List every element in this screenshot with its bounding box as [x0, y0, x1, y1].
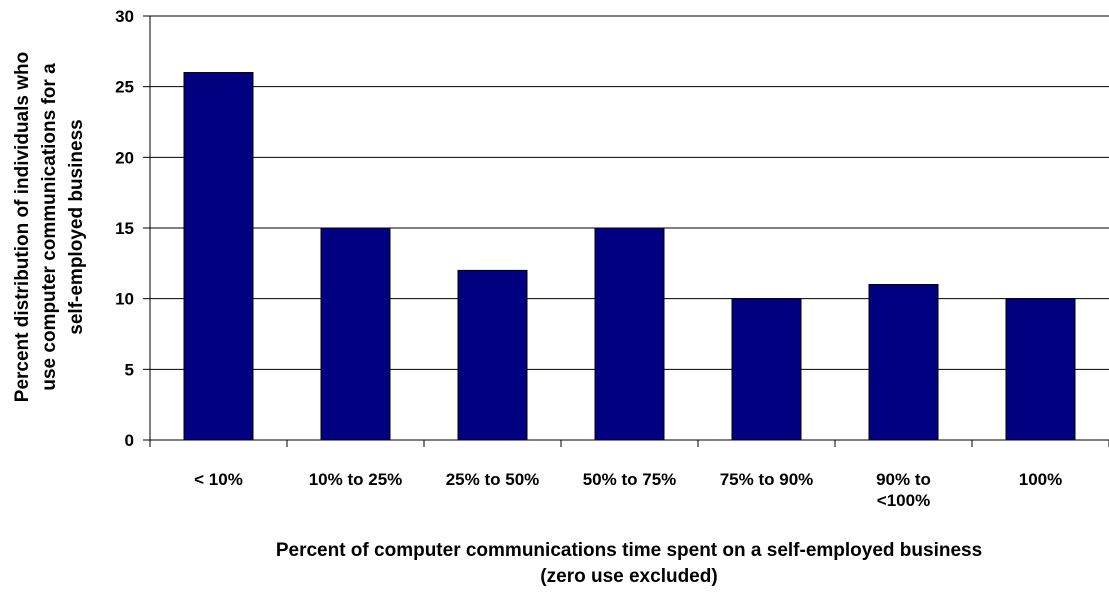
y-tick-label: 25 [115, 78, 134, 97]
bar-7 [1005, 298, 1076, 441]
x-tick-label: 100% [1019, 470, 1062, 489]
x-tick-labels: < 10% 10% to 25% 25% to 50% 50% to 75% 75% t… [194, 470, 1062, 510]
x-axis-title: Percent of computer communications time … [276, 540, 982, 587]
x-tick-label: 10% to 25% [309, 470, 403, 489]
bar-6 [868, 284, 939, 441]
x-tick-label: 50% to 75% [583, 470, 677, 489]
y-tick-labels: 0 5 10 15 20 25 30 [115, 7, 134, 450]
y-tick-label: 0 [125, 431, 134, 450]
bar-2 [320, 227, 391, 441]
y-tick-label: 15 [115, 219, 134, 238]
y-tick-label: 5 [125, 360, 134, 379]
axes [143, 15, 1109, 447]
y-tick-label: 30 [115, 7, 134, 26]
bar-4 [594, 227, 665, 441]
x-tick-label: < 10% [194, 470, 243, 489]
bar-5 [731, 298, 802, 441]
y-tick-label: 20 [115, 148, 134, 167]
bar-3 [457, 269, 528, 441]
x-tick-label: 75% to 90% [720, 470, 814, 489]
x-tick-label: 90% to <100% [876, 470, 931, 510]
y-tick-label: 10 [115, 290, 134, 309]
y-axis-title: Percent distribution of individuals who u… [12, 52, 87, 402]
x-tick-label: 25% to 50% [446, 470, 540, 489]
bar-1 [183, 72, 254, 441]
bars [183, 72, 1076, 441]
